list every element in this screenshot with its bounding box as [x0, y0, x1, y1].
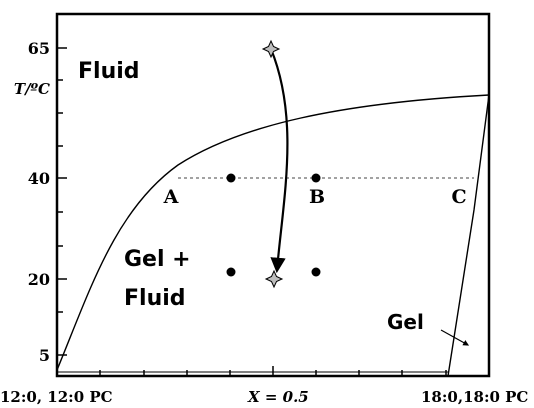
- gel-pointer-arrow: [440, 329, 470, 346]
- point-label-a: A: [163, 186, 179, 208]
- sample-point: [226, 173, 236, 183]
- point-label-b: B: [309, 186, 325, 208]
- liquidus-curve: [56, 94, 490, 371]
- point-label-c: C: [451, 186, 466, 208]
- star-end-icon: [264, 269, 284, 289]
- y-tick-label: 5: [39, 346, 50, 365]
- sample-point: [311, 267, 321, 277]
- region-label-gel-fluid: Fluid: [124, 286, 186, 311]
- solidus-curve: [447, 94, 490, 377]
- y-axis-title: T/ºC: [14, 80, 50, 98]
- x-label-left: 12:0, 12:0 PC: [0, 388, 113, 406]
- sample-point: [311, 173, 321, 183]
- x-label-right: 18:0,18:0 PC: [421, 388, 528, 406]
- x-label-mid: X = 0.5: [247, 388, 309, 406]
- y-tick-label: 65: [28, 39, 50, 58]
- y-tick-label: 20: [28, 270, 50, 289]
- y-axis-ticks: [57, 47, 67, 356]
- y-tick-label: 40: [28, 169, 50, 188]
- x-axis-ticks: [99, 366, 447, 376]
- region-label-gel: Gel: [387, 310, 424, 334]
- region-label-fluid: Fluid: [78, 59, 140, 84]
- region-label-gel-fluid: Gel +: [124, 247, 191, 272]
- cooling-path-arrow: [269, 48, 289, 274]
- sample-point: [226, 267, 236, 277]
- star-start-icon: [261, 39, 281, 59]
